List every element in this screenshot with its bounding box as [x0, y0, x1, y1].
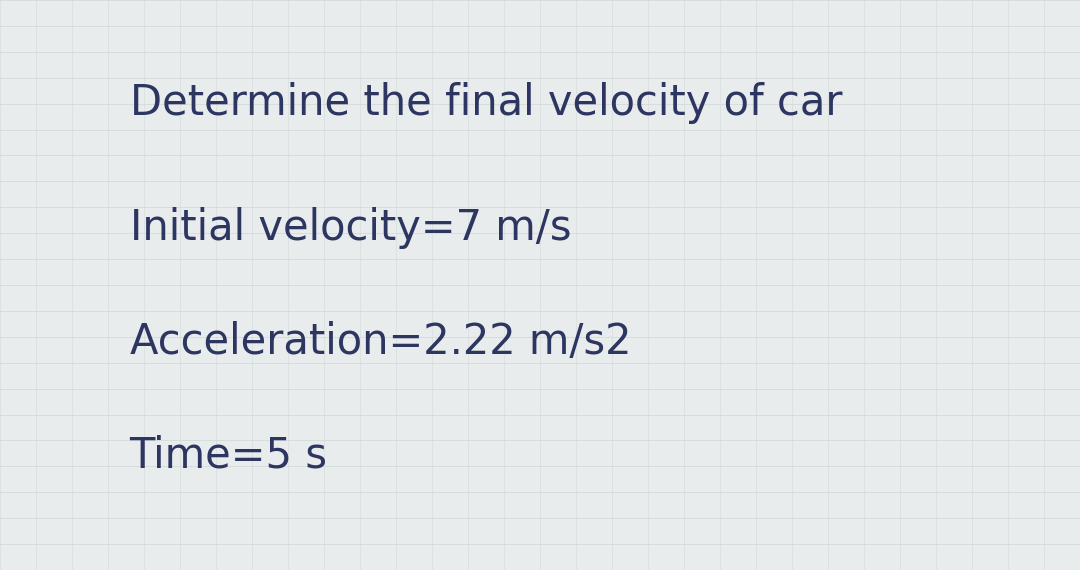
Text: Initial velocity=7 m/s: Initial velocity=7 m/s — [130, 207, 571, 249]
Text: Time=5 s: Time=5 s — [130, 435, 327, 477]
Text: Acceleration=2.22 m/s2: Acceleration=2.22 m/s2 — [130, 321, 631, 363]
Text: Determine the final velocity of car: Determine the final velocity of car — [130, 82, 842, 124]
